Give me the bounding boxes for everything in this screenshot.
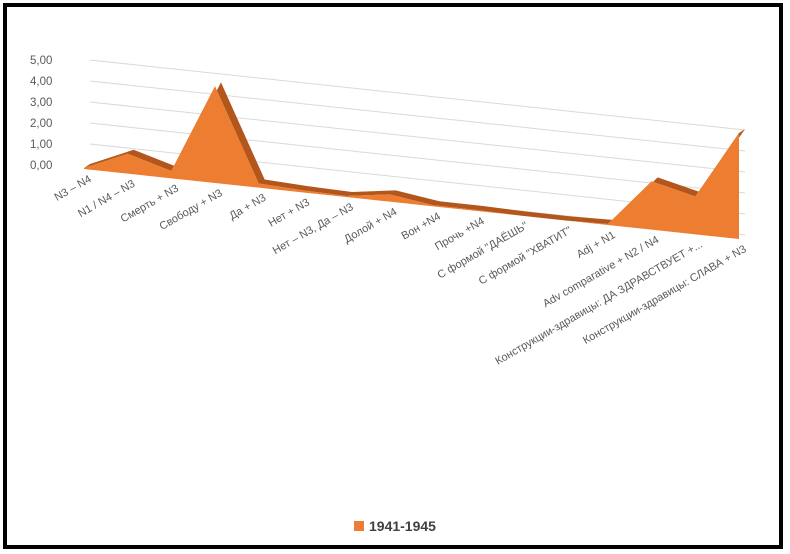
y-tick-label: 3,00 [30,97,52,109]
area-ridge [84,82,745,224]
legend: 1941-1945 [354,518,436,534]
gridline [89,101,746,173]
x-category-label: Да + N3 [227,192,268,222]
y-axis-ticks: 0,00 1,00 2,00 3,00 4,00 5,00 [30,55,52,172]
gridline [89,59,746,131]
y-tick-label: 5,00 [30,55,52,67]
legend-label: 1941-1945 [369,518,436,534]
gridline [89,80,746,152]
chart-frame [3,3,783,549]
y-tick-label: 1,00 [30,139,52,151]
y-tick-label: 4,00 [30,76,52,88]
legend-swatch [354,521,364,531]
area-face [84,86,739,240]
x-category-label: N3 – N4 [53,173,94,204]
y-tick-label: 0,00 [30,160,52,172]
x-category-label: С формой "ДАЁШЬ" [435,220,530,282]
x-category-label: С формой "ХВАТИТ" [477,224,574,287]
x-category-label: Вон +N4 [400,211,443,243]
x-category-label: Нет + N3 [267,197,312,230]
x-category-label: Adj + N1 [575,229,618,261]
y-tick-label: 2,00 [30,118,52,130]
area-series [84,82,745,240]
